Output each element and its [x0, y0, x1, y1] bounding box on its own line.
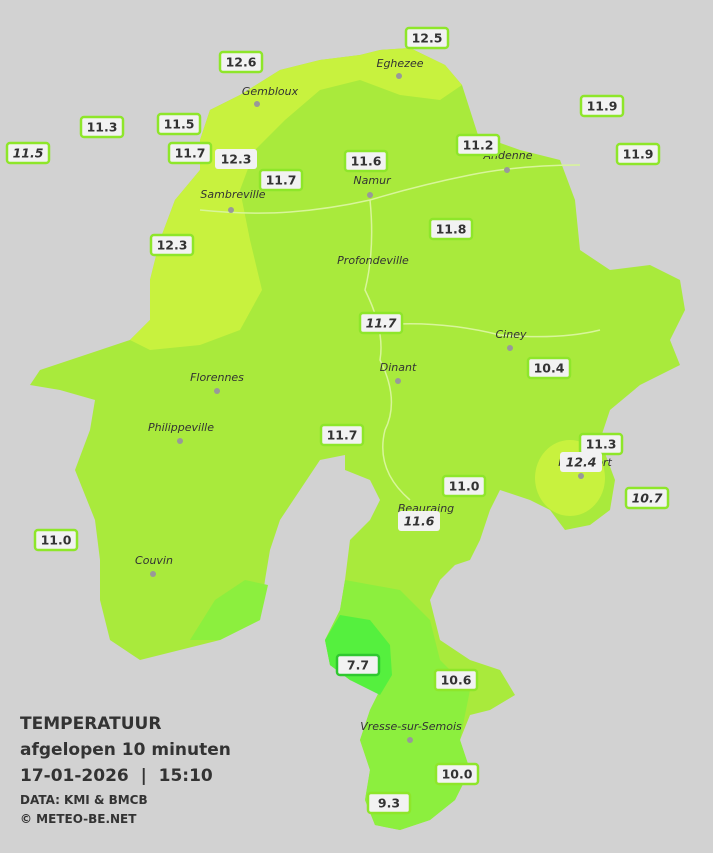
station-box: [335, 653, 381, 677]
station-box: [624, 486, 670, 510]
city-dot: [396, 73, 402, 79]
station-temp: 11.7: [327, 428, 358, 443]
city-dot: [395, 378, 401, 384]
station-temp: 11.0: [449, 479, 480, 494]
station-box: [366, 791, 412, 815]
station-box: [404, 26, 450, 50]
station-temp: 11.2: [463, 138, 494, 153]
city-dot: [367, 192, 373, 198]
station-box: [441, 474, 487, 498]
city-dot: [507, 345, 513, 351]
station-temp: 10.6: [441, 673, 472, 688]
station-temp: 7.7: [347, 658, 369, 673]
station-temp: 11.5: [13, 146, 44, 161]
city-dot: [228, 207, 234, 213]
station-box: [358, 311, 404, 335]
station-box: [33, 528, 79, 552]
timestamp: 17-01-2026 | 15:10: [20, 766, 213, 786]
city-name: Philippeville: [148, 421, 214, 434]
station-temp: 11.3: [586, 437, 617, 452]
station-box: [398, 511, 440, 531]
station-temp: 11.8: [436, 222, 467, 237]
station-box: [615, 142, 661, 166]
city-dot: [177, 438, 183, 444]
station-temp: 10.0: [442, 767, 473, 782]
station-box: [258, 168, 304, 192]
station-box: [149, 233, 195, 257]
station-box: [428, 217, 474, 241]
city-name: Namur: [353, 174, 392, 187]
station-temp: 12.3: [221, 152, 252, 167]
city-name: Gembloux: [242, 85, 299, 98]
station-temp: 11.9: [623, 147, 654, 162]
station-temp: 11.7: [366, 316, 397, 331]
city-dot: [150, 571, 156, 577]
station-temp: 11.7: [175, 146, 206, 161]
city-dot: [578, 473, 584, 479]
station-temp: 11.0: [41, 533, 72, 548]
station-box: [167, 141, 213, 165]
station-box: [579, 94, 625, 118]
station-temp: 12.4: [566, 455, 597, 470]
city-name: Vresse-sur-Semois: [360, 720, 462, 733]
copyright: © METEO-BE.NET: [20, 812, 137, 826]
station-temp: 11.9: [587, 99, 618, 114]
station-box: [5, 141, 51, 165]
station-box: [526, 356, 572, 380]
station-box: [215, 149, 257, 169]
warm-zone: [130, 48, 462, 350]
station-temp: 11.5: [164, 117, 195, 132]
station-box: [560, 452, 602, 472]
city-name: Eghezee: [377, 57, 424, 70]
source: DATA: KMI & BMCB: [20, 793, 148, 807]
city-name: Profondeville: [337, 254, 409, 267]
station-temp: 10.7: [632, 491, 663, 506]
city-dot: [254, 101, 260, 107]
station-temp: 11.3: [87, 120, 118, 135]
city-dot: [504, 167, 510, 173]
city-name: Florennes: [190, 371, 244, 384]
station-temp: 10.4: [534, 361, 565, 376]
subtitle: afgelopen 10 minuten: [20, 740, 231, 760]
city-name: Couvin: [135, 554, 173, 567]
station-box: [433, 668, 479, 692]
city-dot: [407, 737, 413, 743]
city-dot: [214, 388, 220, 394]
title: TEMPERATUUR: [20, 714, 161, 734]
station-temp: 11.6: [404, 514, 435, 529]
city-name: Dinant: [380, 361, 417, 374]
station-box: [79, 115, 125, 139]
station-temp: 11.7: [266, 173, 297, 188]
station-temp: 12.5: [412, 31, 443, 46]
station-box: [156, 112, 202, 136]
station-box: [343, 149, 389, 173]
city-name: Ciney: [496, 328, 527, 341]
station-box: [218, 50, 264, 74]
cool-zone: [190, 580, 268, 640]
station-box: [319, 423, 365, 447]
labels: EghezeeGemblouxAndenneNamurSambrevillePr…: [5, 26, 670, 815]
station-box: [455, 133, 501, 157]
station-box: [434, 762, 480, 786]
station-temp: 9.3: [378, 796, 400, 811]
city-name: Sambreville: [200, 188, 265, 201]
station-temp: 12.6: [226, 55, 257, 70]
station-temp: 12.3: [157, 238, 188, 253]
station-temp: 11.6: [351, 154, 382, 169]
